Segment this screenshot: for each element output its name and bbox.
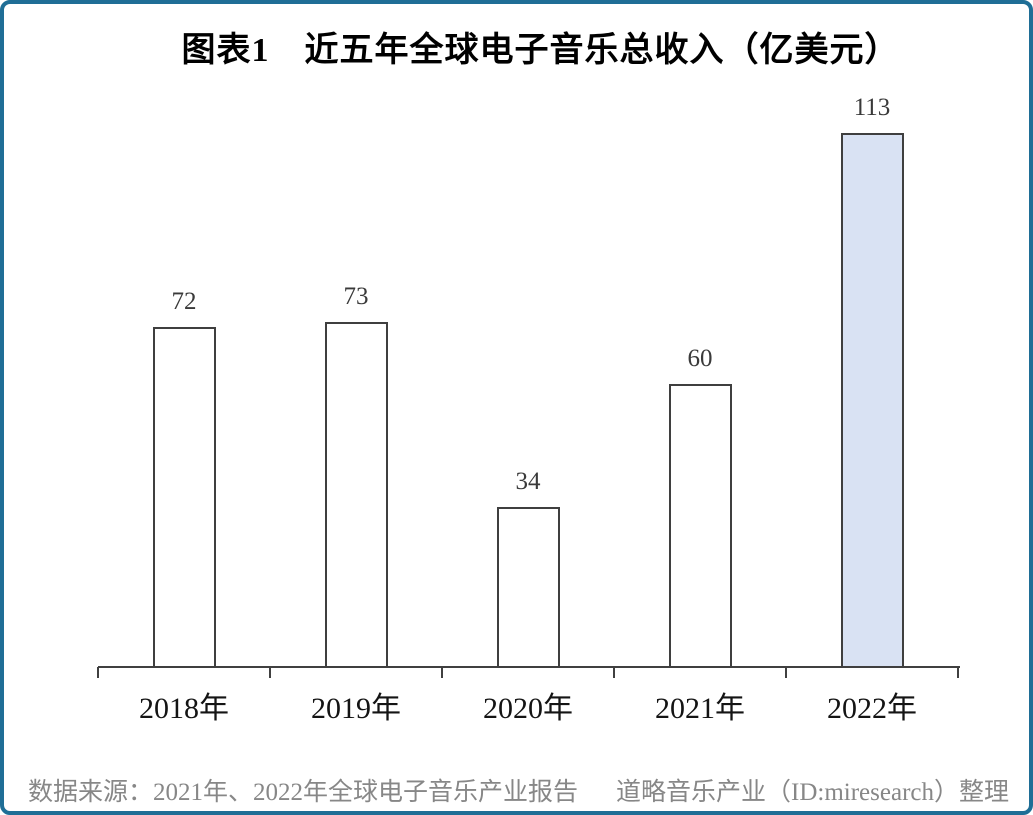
data-source-note: 数据来源：2021年、2022年全球电子音乐产业报告 [28,779,579,806]
bar-2022年 [840,133,904,668]
bar-2018年 [152,327,216,668]
bar-chart: 72 2018年 73 2019年 34 2020年 60 2021年 113 2022年 [4,4,1029,811]
category-label: 2020年 [483,692,573,725]
category-label: 2022年 [827,692,917,725]
x-axis-tick [97,667,99,678]
value-label: 73 [343,283,369,310]
category-label: 2019年 [311,692,401,725]
x-axis-tick [441,667,443,678]
credit-note: 道略音乐产业（ID:miresearch）整理 [616,779,1009,806]
bar-2020年 [496,507,560,668]
category-label: 2021年 [655,692,745,725]
value-label: 72 [171,288,197,315]
x-axis-tick [613,667,615,678]
bar-2021年 [668,384,732,668]
x-axis-tick [785,667,787,678]
value-label: 34 [515,468,541,495]
x-axis-tick [957,667,959,678]
x-axis-tick [269,667,271,678]
chart-title: 图表1 近五年全球电子音乐总收入（亿美元） [181,32,900,69]
value-label: 60 [687,345,713,372]
category-label: 2018年 [139,692,229,725]
value-label: 113 [853,94,891,121]
bar-2019年 [324,322,388,668]
